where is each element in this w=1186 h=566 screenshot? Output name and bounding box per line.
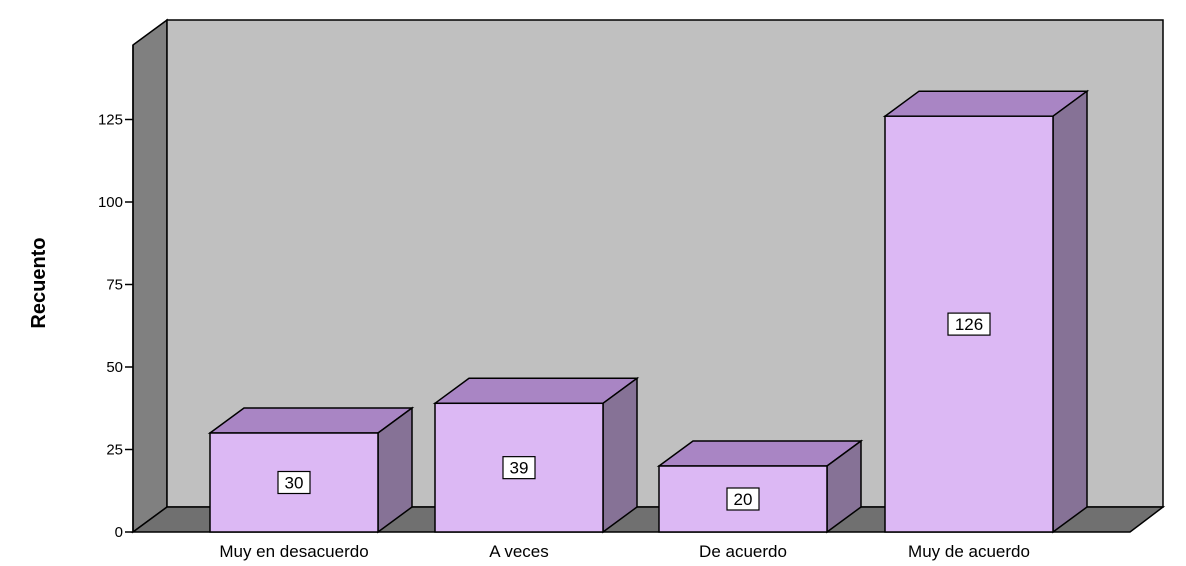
data-label-box [947,312,991,336]
y-tick-label: 50 [106,359,123,376]
y-tick-label: 25 [106,442,123,459]
category-label: Muy de acuerdo [908,542,1030,561]
bar: 126 [882,89,1090,534]
chart-left-wall [132,18,168,534]
bar: 39 [432,376,640,534]
y-tick-label: 0 [115,524,123,541]
y-tick-label: 75 [106,277,123,294]
data-label: 30 [285,474,304,493]
bar: 20 [656,439,864,534]
bar-side [602,376,638,534]
y-tick-label: 100 [98,194,123,211]
data-label: 20 [734,490,753,509]
data-label-box [502,456,536,480]
y-axis-title: Recuento [28,237,50,328]
bar-top [207,407,415,434]
y-tick-label: 125 [98,112,123,129]
data-label-box [277,470,311,495]
y-axis-ticks: 0 25 50 75 100 125 [98,112,133,541]
category-label: Muy en desacuerdo [219,542,368,561]
bar: 30 [207,406,415,534]
data-label: 126 [955,315,983,334]
bar-top [656,440,864,467]
category-labels: Muy en desacuerdo A veces De acuerdo Muy de… [219,542,1030,561]
bar-side [1052,89,1088,534]
category-label: A veces [489,542,549,561]
bar-top [432,377,640,405]
data-label-box [726,487,760,511]
bar-top [882,90,1090,117]
bars: 30 39 20 126 [207,89,1090,534]
data-label: 39 [510,459,529,478]
category-label: De acuerdo [699,542,787,561]
